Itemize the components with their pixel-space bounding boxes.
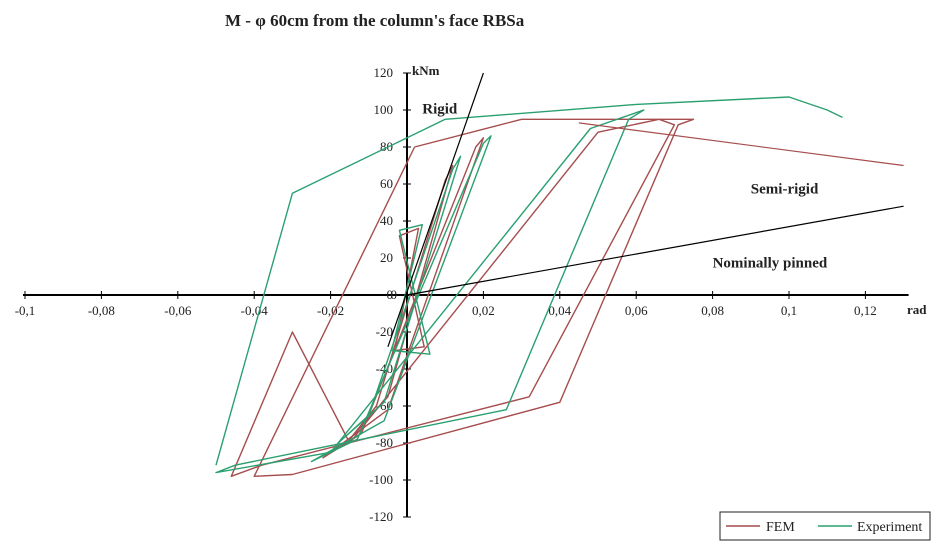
x-tick-label: 0: [391, 287, 398, 302]
boundary-nominally-pinned-envelope-line: [578, 122, 904, 167]
tick-labels: -0,1 -0,08 -0,06 -0,04 -0,02 0,02 0,04 0,06 0,08…: [15, 65, 877, 524]
x-tick-label: -0,04: [241, 303, 269, 318]
y-tick-label: -120: [369, 509, 393, 524]
y-tick-label: 120: [374, 65, 394, 80]
axes: [23, 72, 909, 518]
legend-fem-label: FEM: [766, 520, 795, 535]
boundary-lines: [387, 72, 904, 347]
y-tick-label: -100: [369, 472, 393, 487]
y-tick-label: 20: [380, 250, 393, 265]
x-tick-label: 0,1: [781, 303, 797, 318]
annotation-rigid: Rigid: [422, 102, 458, 118]
series-experiment-loop: [337, 155, 462, 444]
y-tick-label: 80: [380, 139, 393, 154]
boundary-rigid-line: [387, 72, 484, 347]
series-experiment-loop: [310, 135, 492, 463]
x-tick-label: 0,04: [548, 303, 571, 318]
x-tick-label: -0,06: [164, 303, 192, 318]
chart-title: M - φ 60cm from the column's face RBSa: [225, 11, 525, 30]
series-experiment-loop: [391, 224, 431, 355]
x-tick-label: 0,02: [472, 303, 495, 318]
x-tick-label: -0,08: [88, 303, 115, 318]
x-tick-label: 0,06: [625, 303, 648, 318]
y-tick-label: 40: [380, 213, 393, 228]
series-fem-loop: [253, 118, 695, 477]
legend-experiment-label: Experiment: [857, 520, 922, 535]
x-tick-label: -0,02: [317, 303, 344, 318]
annotation-nominally-pinned: Nominally pinned: [713, 255, 828, 271]
series-experiment-loop: [215, 96, 843, 466]
x-tick-label: 0,08: [701, 303, 724, 318]
x-tick-label: -0,1: [15, 303, 36, 318]
y-tick-label: 0: [387, 287, 394, 302]
y-tick-label: -80: [376, 435, 393, 450]
y-tick-label: 60: [380, 176, 393, 191]
x-tick-label: 0,12: [854, 303, 877, 318]
series-fem-loop: [230, 118, 676, 477]
legend: FEM Experiment: [719, 511, 931, 541]
y-tick-label: -20: [376, 324, 393, 339]
x-axis-label: rad: [907, 302, 927, 317]
annotations: Rigid Semi-rigid Nominally pinned: [422, 102, 828, 272]
y-axis-label: kNm: [412, 63, 440, 78]
annotation-semi-rigid: Semi-rigid: [751, 181, 819, 197]
series-fem-loop: [322, 137, 485, 459]
series-fem-loop: [349, 164, 454, 440]
boundary-semi-rigid-line: [406, 205, 904, 296]
y-tick-label: 100: [374, 102, 394, 117]
series-layer: [215, 96, 843, 477]
